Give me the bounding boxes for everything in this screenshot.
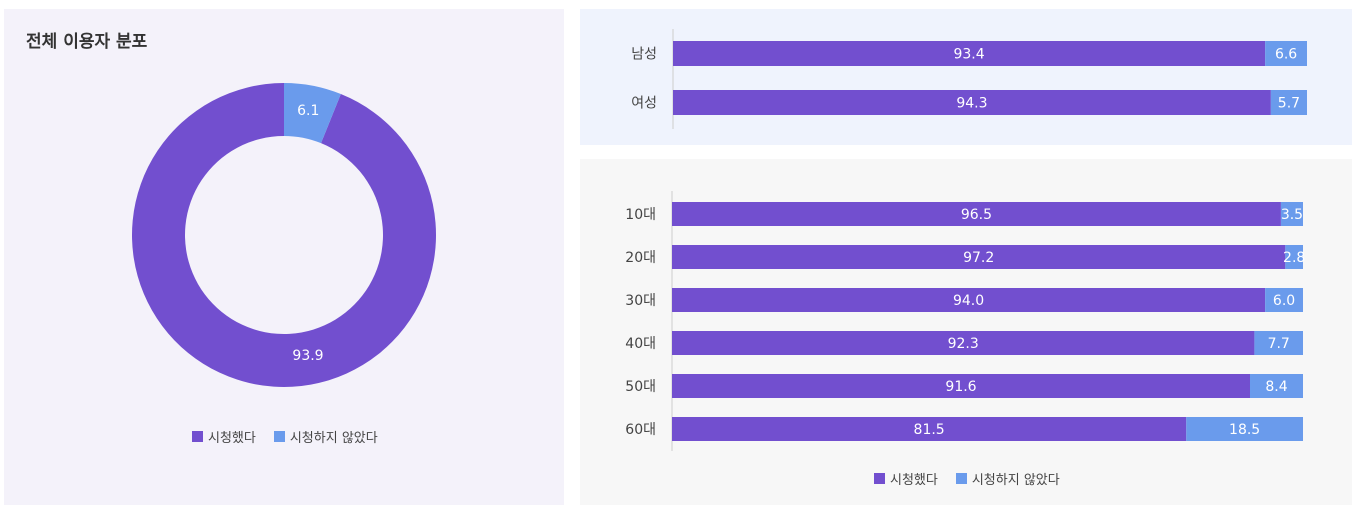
legend-swatch-not-watched bbox=[955, 473, 967, 484]
bar-segment bbox=[1270, 90, 1307, 115]
bar-segment bbox=[1285, 245, 1303, 269]
bar-data-label: 18.5 bbox=[1229, 422, 1260, 438]
bar-segment bbox=[672, 202, 1281, 226]
bar-data-label: 94.3 bbox=[956, 96, 987, 112]
chart-title: 전체 이용자 분포 bbox=[26, 32, 148, 52]
donut-slice bbox=[284, 83, 341, 144]
legend-swatch-watched bbox=[192, 431, 203, 442]
age-bar-chart: 10대 96.5 3.5 20대 97.2 2.8 30대 94.0 6.0 40대 92.3 7.7… bbox=[625, 191, 1305, 451]
bar-segment bbox=[672, 374, 1250, 398]
legend-item-watched: 시청했다 bbox=[192, 427, 256, 446]
legend-label-watched: 시청했다 bbox=[208, 431, 256, 446]
legend-item-not-watched: 시청하지 않았다 bbox=[955, 469, 1060, 488]
age-legend: 시청했다 시청하지 않았다 bbox=[874, 469, 1060, 488]
legend-label-watched: 시청했다 bbox=[890, 473, 938, 488]
bar-segment bbox=[1254, 331, 1303, 355]
bar-segment bbox=[672, 417, 1187, 441]
bar-data-label: 96.5 bbox=[961, 207, 992, 223]
legend-swatch-not-watched bbox=[273, 431, 285, 442]
donut-panel: 전체 이용자 분포 93.9 6.1 시청했다 시청하지 않았다 bbox=[4, 9, 564, 505]
bar-segment bbox=[672, 331, 1255, 355]
donut-legend: 시청했다 시청하지 않았다 bbox=[192, 427, 378, 446]
category-label: 20대 bbox=[625, 250, 656, 266]
bar-data-label: 2.8 bbox=[1283, 250, 1305, 266]
gender-panel: 남성 93.4 6.6 여성 94.3 5.7 bbox=[580, 9, 1352, 145]
legend-label-not-watched: 시청하지 않았다 bbox=[289, 431, 378, 446]
category-label: 여성 bbox=[631, 96, 657, 112]
legend-swatch-watched bbox=[874, 473, 885, 484]
bar-data-label: 6.6 bbox=[1275, 47, 1297, 63]
bar-segment bbox=[1186, 417, 1303, 441]
bar-data-label: 92.3 bbox=[948, 336, 979, 352]
donut-data-label: 93.9 bbox=[292, 348, 323, 364]
bar-data-label: 3.5 bbox=[1281, 207, 1303, 223]
category-label: 60대 bbox=[625, 422, 656, 438]
category-label: 30대 bbox=[625, 293, 656, 309]
bar-data-label: 7.7 bbox=[1268, 336, 1290, 352]
bar-segment bbox=[1280, 202, 1303, 226]
bar-segment bbox=[673, 90, 1271, 115]
bar-segment bbox=[1265, 41, 1307, 66]
legend-label-not-watched: 시청하지 않았다 bbox=[971, 473, 1060, 488]
category-label: 50대 bbox=[625, 379, 656, 395]
bar-data-label: 97.2 bbox=[963, 250, 994, 266]
category-label: 남성 bbox=[631, 47, 657, 63]
age-panel: 10대 96.5 3.5 20대 97.2 2.8 30대 94.0 6.0 40대 92.3 7.7… bbox=[580, 159, 1352, 505]
bar-data-label: 91.6 bbox=[945, 379, 976, 395]
donut-data-label: 6.1 bbox=[297, 103, 319, 119]
category-label: 40대 bbox=[625, 336, 656, 352]
category-label: 10대 bbox=[625, 207, 656, 223]
donut-chart: 93.9 6.1 bbox=[132, 83, 437, 387]
bar-segment bbox=[673, 41, 1266, 66]
bar-segment bbox=[1265, 288, 1303, 312]
bar-segment bbox=[672, 288, 1266, 312]
bar-data-label: 6.0 bbox=[1273, 293, 1295, 309]
bar-data-label: 94.0 bbox=[953, 293, 984, 309]
bar-data-label: 81.5 bbox=[914, 422, 945, 438]
legend-item-not-watched: 시청하지 않았다 bbox=[273, 427, 378, 446]
donut-slice bbox=[132, 83, 437, 387]
bar-segment bbox=[672, 245, 1286, 269]
bar-data-label: 8.4 bbox=[1265, 379, 1287, 395]
bar-data-label: 5.7 bbox=[1278, 96, 1300, 112]
bar-segment bbox=[1249, 374, 1303, 398]
bar-data-label: 93.4 bbox=[953, 47, 984, 63]
legend-item-watched: 시청했다 bbox=[874, 469, 938, 488]
gender-bar-chart: 남성 93.4 6.6 여성 94.3 5.7 bbox=[631, 29, 1307, 129]
